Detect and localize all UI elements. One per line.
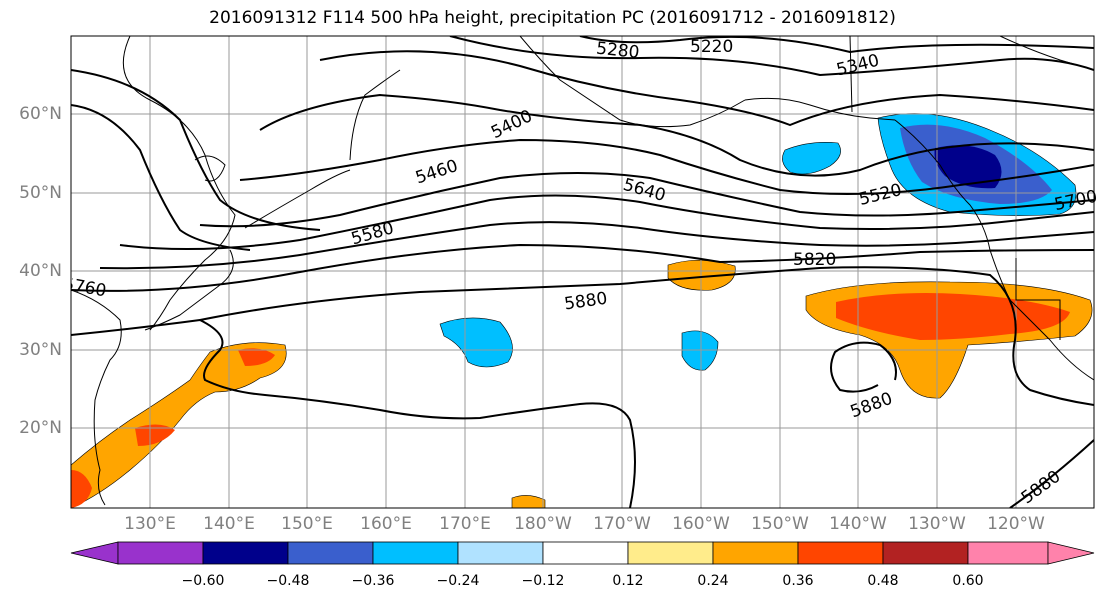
- colorbar-swatch: [882, 541, 969, 565]
- colorbar-label: 0.48: [867, 573, 899, 589]
- contour-label: 5520: [857, 180, 904, 210]
- colorbar-label: 0.36: [782, 573, 814, 589]
- colorbar-swatch: [457, 541, 544, 565]
- lat-label: 20°N: [19, 418, 62, 438]
- lat-label: 40°N: [19, 261, 62, 281]
- contour-label: 5880: [563, 289, 609, 315]
- colorbar-min-arrow: [70, 541, 119, 565]
- lon-label: 150°E: [281, 514, 333, 534]
- colorbar-max-arrow: [1047, 541, 1095, 565]
- contour-label: 5760: [62, 274, 108, 301]
- lon-label: 150°W: [751, 514, 809, 534]
- height-contours: [71, 36, 1094, 508]
- colorbar-swatch: [797, 541, 884, 565]
- colorbar-swatch: [542, 541, 629, 565]
- lon-label: 140°W: [829, 514, 887, 534]
- lon-label: 180°W: [514, 514, 572, 534]
- colorbar-label: −0.36: [351, 573, 395, 589]
- map-title: 2016091312 F114 500 hPa height, precipit…: [209, 8, 896, 28]
- colorbar: [70, 541, 1095, 565]
- lon-label: 130°W: [908, 514, 966, 534]
- colorbar-label: 0.24: [697, 573, 729, 589]
- contour-label: 5280: [595, 39, 640, 63]
- colorbar-label: −0.12: [521, 573, 565, 589]
- lat-label: 60°N: [19, 104, 62, 124]
- lon-label: 140°E: [203, 514, 255, 534]
- graticule: [71, 36, 1094, 508]
- lon-label: 160°W: [672, 514, 730, 534]
- lon-label: 160°E: [360, 514, 412, 534]
- colorbar-label: 0.12: [612, 573, 644, 589]
- contour-label: 5640: [621, 175, 668, 206]
- colorbar-label: −0.24: [436, 573, 480, 589]
- contour-label: 5220: [690, 37, 733, 57]
- contour-label: 5460: [413, 156, 460, 188]
- contour-label: 5880: [848, 389, 895, 423]
- lon-label: 170°W: [593, 514, 651, 534]
- lon-label: 130°E: [124, 514, 176, 534]
- map-frame: [70, 35, 1095, 509]
- colorbar-swatch: [202, 541, 289, 565]
- colorbar-swatch: [627, 541, 714, 565]
- lat-label: 30°N: [19, 340, 62, 360]
- lon-label: 170°E: [439, 514, 491, 534]
- colorbar-swatch: [117, 541, 204, 565]
- colorbar-swatch: [287, 541, 374, 565]
- lon-label: 120°W: [987, 514, 1045, 534]
- colorbar-label: −0.60: [181, 573, 225, 589]
- lat-label: 50°N: [19, 183, 62, 203]
- colorbar-swatch: [967, 541, 1049, 565]
- colorbar-label: −0.48: [266, 573, 310, 589]
- colorbar-swatch: [372, 541, 459, 565]
- colorbar-label: 0.60: [952, 573, 984, 589]
- contour-labels: 5220 5280 5340 5400 5460 5520 5580 5640 …: [62, 37, 1099, 508]
- contour-label: 5580: [349, 218, 396, 249]
- colorbar-swatch: [712, 541, 799, 565]
- contour-label: 5820: [793, 250, 836, 270]
